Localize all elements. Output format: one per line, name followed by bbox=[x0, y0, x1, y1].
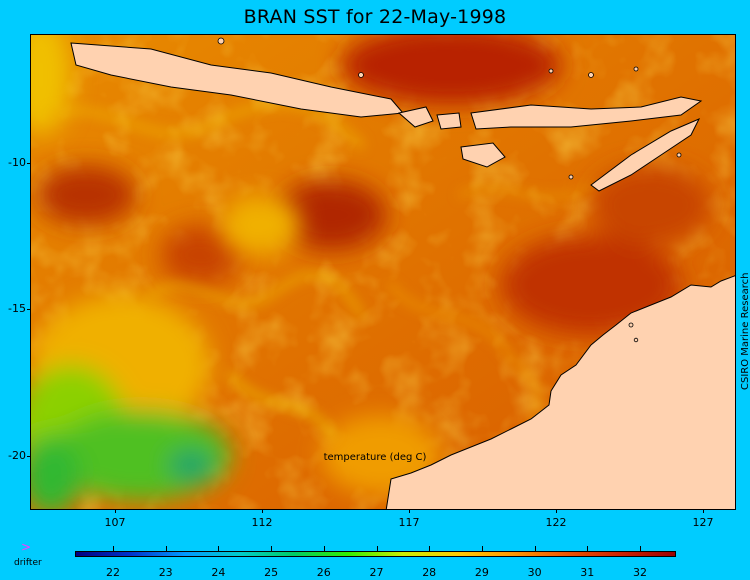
colorbar-tick-label: 23 bbox=[158, 566, 173, 579]
colorbar-axis-title: temperature (deg C) bbox=[323, 452, 427, 463]
y-tick-mark bbox=[27, 456, 31, 457]
colorbar-tick-label: 28 bbox=[422, 566, 437, 579]
colorbar-tick-mark bbox=[113, 546, 114, 551]
colorbar-tick-label: 32 bbox=[633, 566, 647, 579]
land-lombok bbox=[436, 112, 462, 130]
y-tick-label: -20 bbox=[8, 449, 26, 462]
temperature-colorbar bbox=[75, 551, 676, 557]
drifter-legend-label: drifter bbox=[14, 558, 42, 568]
colorbar-tick-mark bbox=[481, 546, 483, 551]
map-title: BRAN SST for 22-May-1998 bbox=[243, 6, 507, 28]
land-java bbox=[70, 42, 405, 118]
colorbar-tick-label: 29 bbox=[474, 566, 489, 579]
colorbar-tick-mark bbox=[429, 546, 431, 551]
y-tick-label: -10 bbox=[8, 156, 26, 169]
x-tick-mark bbox=[262, 509, 263, 513]
colorbar-tick-mark bbox=[640, 546, 641, 551]
y-tick-mark bbox=[27, 309, 31, 310]
drifter-marker-icon: > bbox=[21, 540, 32, 554]
colorbar-tick-mark bbox=[376, 546, 378, 551]
land-sumba bbox=[460, 142, 506, 168]
colorbar-tick-label: 24 bbox=[211, 566, 226, 579]
small-islands bbox=[217, 37, 682, 343]
warm-water bbox=[36, 35, 711, 335]
x-tick-mark bbox=[556, 509, 557, 513]
x-tick-label: 112 bbox=[251, 516, 273, 529]
x-tick-label: 122 bbox=[545, 516, 567, 529]
y-tick-mark bbox=[27, 163, 31, 164]
colorbar-tick-mark bbox=[323, 546, 325, 551]
land-nusa-tenggara bbox=[470, 96, 703, 130]
colorbar-tick-label: 30 bbox=[527, 566, 542, 579]
colorbar-tick-mark bbox=[165, 546, 167, 551]
sst-map bbox=[30, 34, 736, 510]
colorbar-tick-label: 22 bbox=[106, 566, 120, 579]
x-tick-mark bbox=[409, 509, 410, 513]
colorbar-tick-mark bbox=[271, 546, 273, 551]
land-timor bbox=[590, 118, 701, 192]
x-tick-label: 107 bbox=[104, 516, 126, 529]
colorbar-tick-label: 31 bbox=[580, 566, 595, 579]
x-tick-label: 127 bbox=[692, 516, 714, 529]
credit-text: CSIRO Marine Research bbox=[740, 272, 750, 390]
land-bali bbox=[397, 106, 434, 128]
colorbar-tick-label: 25 bbox=[264, 566, 279, 579]
colorbar-tick-mark bbox=[587, 546, 589, 551]
colorbar-tick-mark bbox=[534, 546, 536, 551]
colorbar-tick-label: 27 bbox=[369, 566, 384, 579]
x-tick-label: 117 bbox=[398, 516, 420, 529]
y-tick-label: -15 bbox=[8, 302, 26, 315]
x-tick-mark bbox=[703, 509, 704, 513]
land-australia bbox=[385, 275, 735, 509]
x-tick-mark bbox=[115, 509, 116, 513]
colorbar-tick-label: 26 bbox=[316, 566, 331, 579]
colorbar-tick-mark bbox=[218, 546, 220, 551]
swirl-filaments bbox=[47, 101, 594, 439]
